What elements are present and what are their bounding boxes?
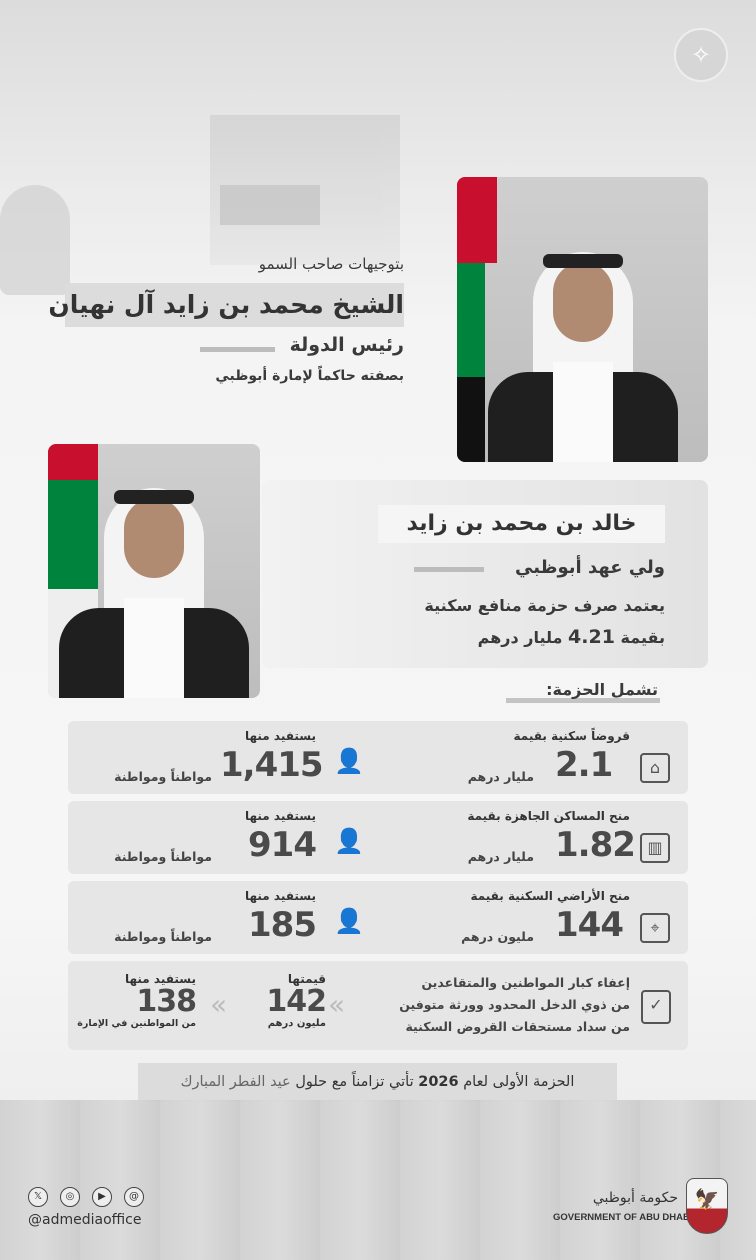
- exemption-row: [68, 961, 688, 1050]
- chevron-left-icon: «: [210, 988, 228, 1021]
- beneficiaries-unit: مواطناً ومواطنة: [114, 929, 212, 944]
- footer-note: الحزمة الأولى لعام 2026 تأتي تزامناً مع …: [138, 1063, 617, 1101]
- background-house-image: [210, 115, 400, 265]
- item-unit: مليون درهم: [461, 929, 534, 944]
- abu-dhabi-crest-icon: 🦅: [686, 1178, 728, 1234]
- beneficiaries-label: يستفيد منها: [244, 809, 316, 823]
- uae-flag: [457, 177, 497, 462]
- crown-prince-title: ولي عهد أبوظبي: [515, 557, 665, 578]
- divider: [414, 567, 484, 572]
- beneficiaries-unit: مواطناً ومواطنة: [114, 769, 212, 784]
- background-city-image: [0, 1100, 756, 1260]
- beneficiaries-value: 914: [248, 825, 317, 865]
- x-icon[interactable]: 𝕏: [28, 1187, 48, 1207]
- item-value: 1.82: [555, 825, 636, 865]
- item-label: منح الأراضي السكنية بقيمة: [470, 889, 630, 903]
- president-title: رئيس الدولة: [289, 334, 404, 356]
- house-money-icon: ⌂: [640, 753, 670, 783]
- statement-line2: بقيمة 4.21 مليار درهم: [477, 626, 665, 648]
- citizen-person-icon: 👤: [334, 907, 364, 935]
- package-heading: تشمل الحزمة:: [506, 682, 660, 703]
- package-item-row: [68, 801, 688, 874]
- beneficiaries-label: يستفيد منها: [244, 729, 316, 743]
- item-unit: مليار درهم: [467, 849, 534, 864]
- citizen-person-icon: 👤: [334, 747, 364, 775]
- emblem-logo-icon: ✧: [674, 28, 728, 82]
- crown-prince-photo: [48, 444, 260, 698]
- gov-arabic: حكومة أبوظبي: [592, 1190, 678, 1206]
- land-map-icon: ⌖: [640, 913, 670, 943]
- building-icon: ▥: [640, 833, 670, 863]
- crown-prince-name: خالد بن محمد بن زايد: [378, 505, 665, 543]
- exemption-beneficiaries: يستفيد منها 138 من المواطنين في الإمارة: [77, 972, 197, 1029]
- social-links: 𝕏 ◎ ▶ @: [28, 1187, 144, 1207]
- package-item-row: [68, 721, 688, 794]
- statement-line1: يعتمد صرف حزمة منافع سكنية: [424, 596, 665, 615]
- beneficiaries-value: 185: [248, 905, 317, 945]
- president-name: الشيخ محمد بن زايد آل نهيان: [48, 283, 404, 327]
- chevron-left-icon: «: [328, 988, 346, 1021]
- president-subtitle: بصفته حاكماً لإمارة أبوظبي: [215, 368, 404, 384]
- intro-text: بتوجيهات صاحب السمو: [258, 255, 404, 273]
- divider: [200, 347, 275, 352]
- beneficiaries-unit: مواطناً ومواطنة: [114, 849, 212, 864]
- instagram-icon[interactable]: ◎: [60, 1187, 80, 1207]
- item-unit: مليار درهم: [467, 769, 534, 784]
- gov-english: GOVERNMENT OF ABU DHABI: [553, 1212, 693, 1223]
- beneficiaries-value: 1,415: [220, 745, 324, 785]
- item-label: قروضاً سكنية بقيمة: [513, 729, 630, 743]
- statement-value: 4.21: [568, 626, 615, 648]
- social-handle[interactable]: @admediaoffice: [28, 1212, 142, 1228]
- package-item-row: [68, 881, 688, 954]
- document-check-icon: ✓: [641, 990, 671, 1024]
- background-tree: [0, 185, 70, 295]
- item-value: 144: [555, 905, 624, 945]
- exemption-text: إعفاء كبار المواطنين والمتقاعدين من ذوي ا…: [399, 975, 630, 1034]
- exemption-value: قيمتها 142 مليون درهم: [266, 972, 327, 1029]
- item-value: 2.1: [555, 745, 613, 785]
- beneficiaries-label: يستفيد منها: [244, 889, 316, 903]
- citizen-person-icon: 👤: [334, 827, 364, 855]
- item-label: منح المساكن الجاهزة بقيمة: [467, 809, 630, 823]
- president-photo: [457, 177, 708, 462]
- youtube-icon[interactable]: ▶: [92, 1187, 112, 1207]
- threads-icon[interactable]: @: [124, 1187, 144, 1207]
